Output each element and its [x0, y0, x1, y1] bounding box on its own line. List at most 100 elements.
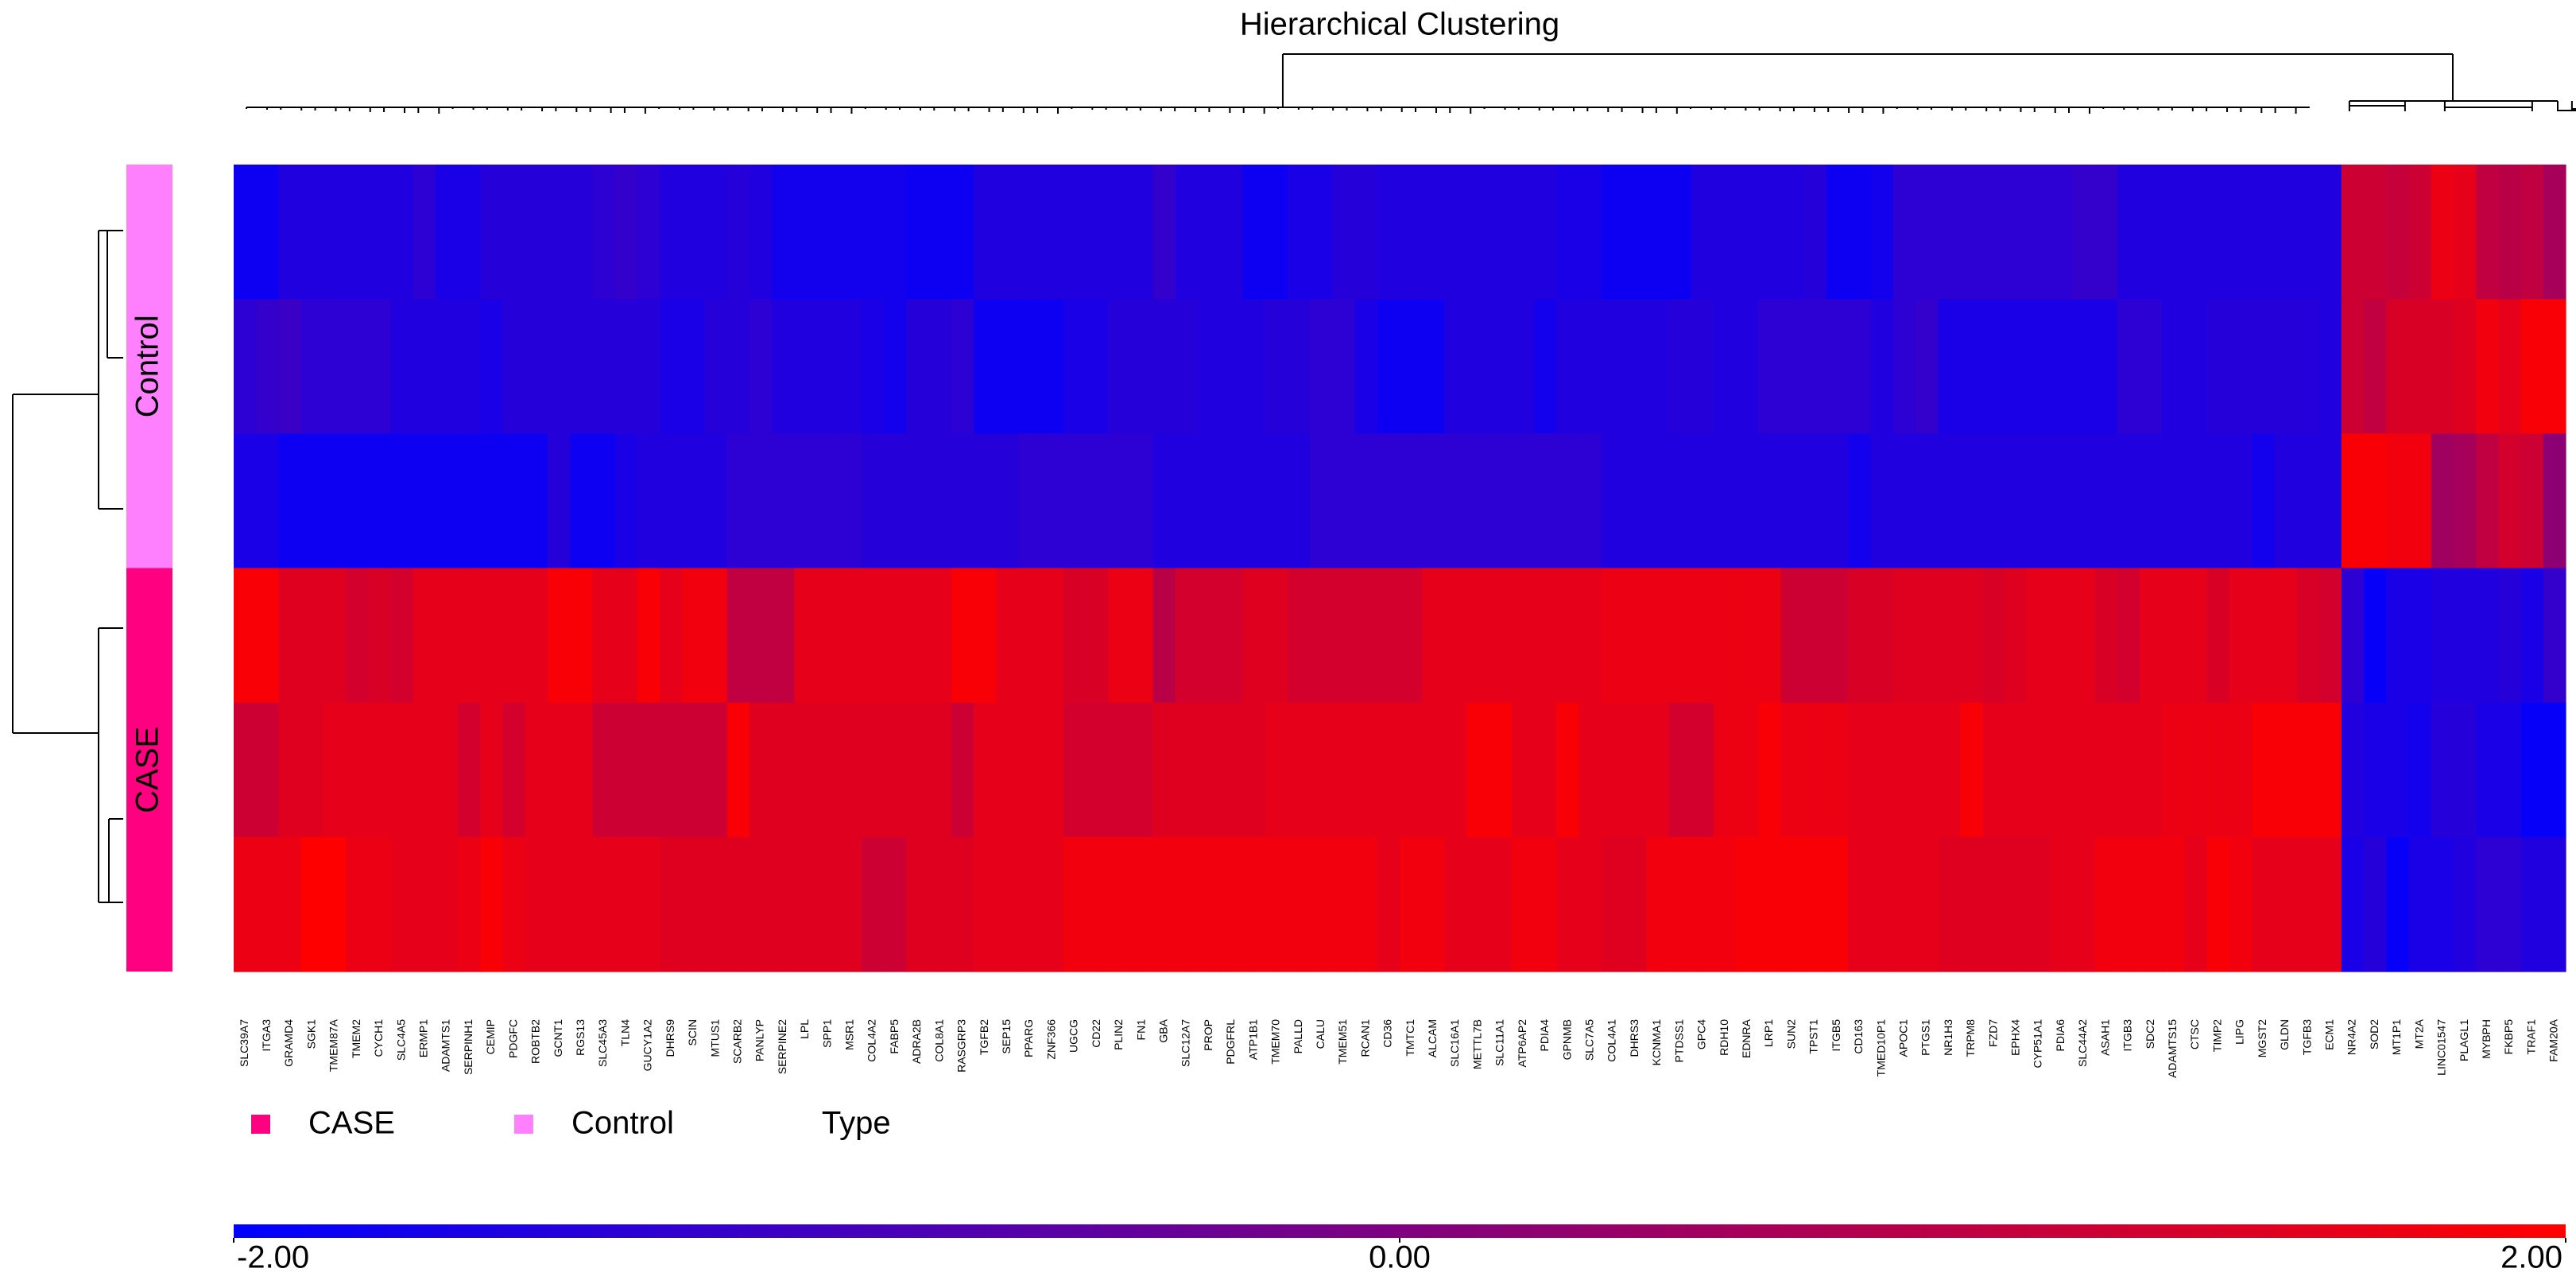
heatmap-cell — [816, 702, 840, 838]
heatmap-cell — [2476, 568, 2499, 704]
heatmap-cell — [1466, 299, 1490, 434]
heatmap-cell — [2184, 299, 2208, 434]
heatmap-cell — [458, 299, 481, 434]
heatmap-cell — [973, 836, 997, 972]
heatmap-cell — [1152, 568, 1176, 704]
heatmap-cell — [794, 165, 818, 300]
column-label: LPL — [798, 1019, 811, 1039]
legend-label: Control — [571, 1106, 674, 1141]
heatmap-cell — [1063, 568, 1087, 704]
column-label: RGS13 — [574, 1019, 587, 1056]
heatmap-cell — [2408, 568, 2432, 704]
heatmap-cell — [2005, 165, 2028, 300]
heatmap-cell — [570, 568, 593, 704]
heatmap-cell — [1960, 568, 1984, 704]
heatmap-cell — [2274, 165, 2298, 300]
heatmap-cell — [1489, 702, 1513, 838]
heatmap-cell — [2027, 836, 2051, 972]
heatmap-cell — [1489, 836, 1513, 972]
legend-swatch — [513, 1115, 533, 1134]
heatmap-cell — [1377, 836, 1400, 972]
heatmap-cell — [435, 702, 459, 838]
heatmap-cell — [1736, 165, 1759, 300]
heatmap-cell — [1152, 836, 1176, 972]
heatmap-cell — [368, 433, 392, 569]
heatmap-cell — [614, 433, 638, 569]
heatmap-cell — [1310, 836, 1333, 972]
heatmap-cell — [1265, 836, 1288, 972]
heatmap-cell — [951, 836, 974, 972]
heatmap-cell — [547, 702, 571, 838]
heatmap-cell — [278, 165, 302, 300]
heatmap-cell — [2139, 165, 2163, 300]
heatmap-cell — [1220, 836, 1244, 972]
heatmap-cell — [1915, 299, 1939, 434]
heatmap-cell — [2162, 165, 2186, 300]
heatmap-cell — [2408, 702, 2432, 838]
heatmap-cell — [816, 836, 840, 972]
heatmap-cell — [458, 433, 481, 569]
heatmap-cell — [1444, 165, 1468, 300]
heatmap-cell — [1489, 433, 1513, 569]
heatmap-cell — [1691, 433, 1714, 569]
heatmap-cell — [2072, 299, 2096, 434]
heatmap-cell — [996, 836, 1020, 972]
heatmap-cell — [2386, 836, 2410, 972]
heatmap-cell — [1108, 568, 1132, 704]
column-label: DHRS9 — [664, 1019, 676, 1057]
heatmap-cell — [2543, 702, 2566, 838]
heatmap-cell — [1915, 702, 1939, 838]
heatmap-cell — [1870, 165, 1894, 300]
heatmap-cell — [1086, 836, 1109, 972]
heatmap-cell — [368, 702, 392, 838]
heatmap-cell — [2431, 702, 2454, 838]
heatmap-cell — [1242, 702, 1266, 838]
heatmap-cell — [2498, 433, 2522, 569]
heatmap-cell — [1892, 702, 1916, 838]
heatmap-cell — [1175, 568, 1199, 704]
column-label: TGFB3 — [2300, 1019, 2313, 1055]
heatmap-cell — [1444, 568, 1468, 704]
heatmap-cell — [1668, 299, 1692, 434]
heatmap-cell — [772, 568, 795, 704]
heatmap-cell — [2341, 165, 2365, 300]
heatmap-cell — [2364, 702, 2387, 838]
heatmap-cell — [1691, 165, 1714, 300]
heatmap-cell — [1915, 433, 1939, 569]
heatmap-cell — [749, 836, 773, 972]
heatmap-cell — [1489, 165, 1513, 300]
heatmap-cell — [726, 165, 750, 300]
heatmap-cell — [2498, 568, 2522, 704]
heatmap-cell — [1086, 702, 1109, 838]
column-label: ROBTB2 — [529, 1019, 542, 1064]
heatmap-cell — [2050, 836, 2073, 972]
column-label: MGST2 — [2256, 1019, 2268, 1057]
heatmap-cell — [256, 836, 280, 972]
heatmap-cell — [1040, 702, 1064, 838]
column-label: PROP — [1202, 1019, 1214, 1051]
heatmap-cell — [2117, 165, 2140, 300]
heatmap-cell — [1780, 836, 1804, 972]
heatmap-cell — [2453, 433, 2477, 569]
heatmap-cell — [816, 433, 840, 569]
column-label: CTSC — [2188, 1019, 2201, 1049]
heatmap-cell — [1646, 836, 1670, 972]
heatmap-cell — [435, 433, 459, 569]
heatmap-cell — [1152, 702, 1176, 838]
column-label: CD22 — [1090, 1019, 1102, 1048]
heatmap-cell — [502, 836, 526, 972]
heatmap-cell — [2408, 165, 2432, 300]
heatmap-cell — [1534, 836, 1558, 972]
heatmap-cell — [435, 165, 459, 300]
column-label: PPARG — [1022, 1019, 1035, 1057]
column-label: KCNMA1 — [1650, 1019, 1663, 1066]
column-label: SEP15 — [1000, 1019, 1013, 1054]
column-label: CALU — [1314, 1019, 1327, 1049]
heatmap-cell — [2386, 568, 2410, 704]
heatmap-cell — [502, 702, 526, 838]
heatmap-cell — [1668, 433, 1692, 569]
heatmap-cell — [2318, 433, 2342, 569]
heatmap-cell — [300, 433, 324, 569]
heatmap-cell — [1892, 433, 1916, 569]
heatmap-cell — [1354, 836, 1378, 972]
